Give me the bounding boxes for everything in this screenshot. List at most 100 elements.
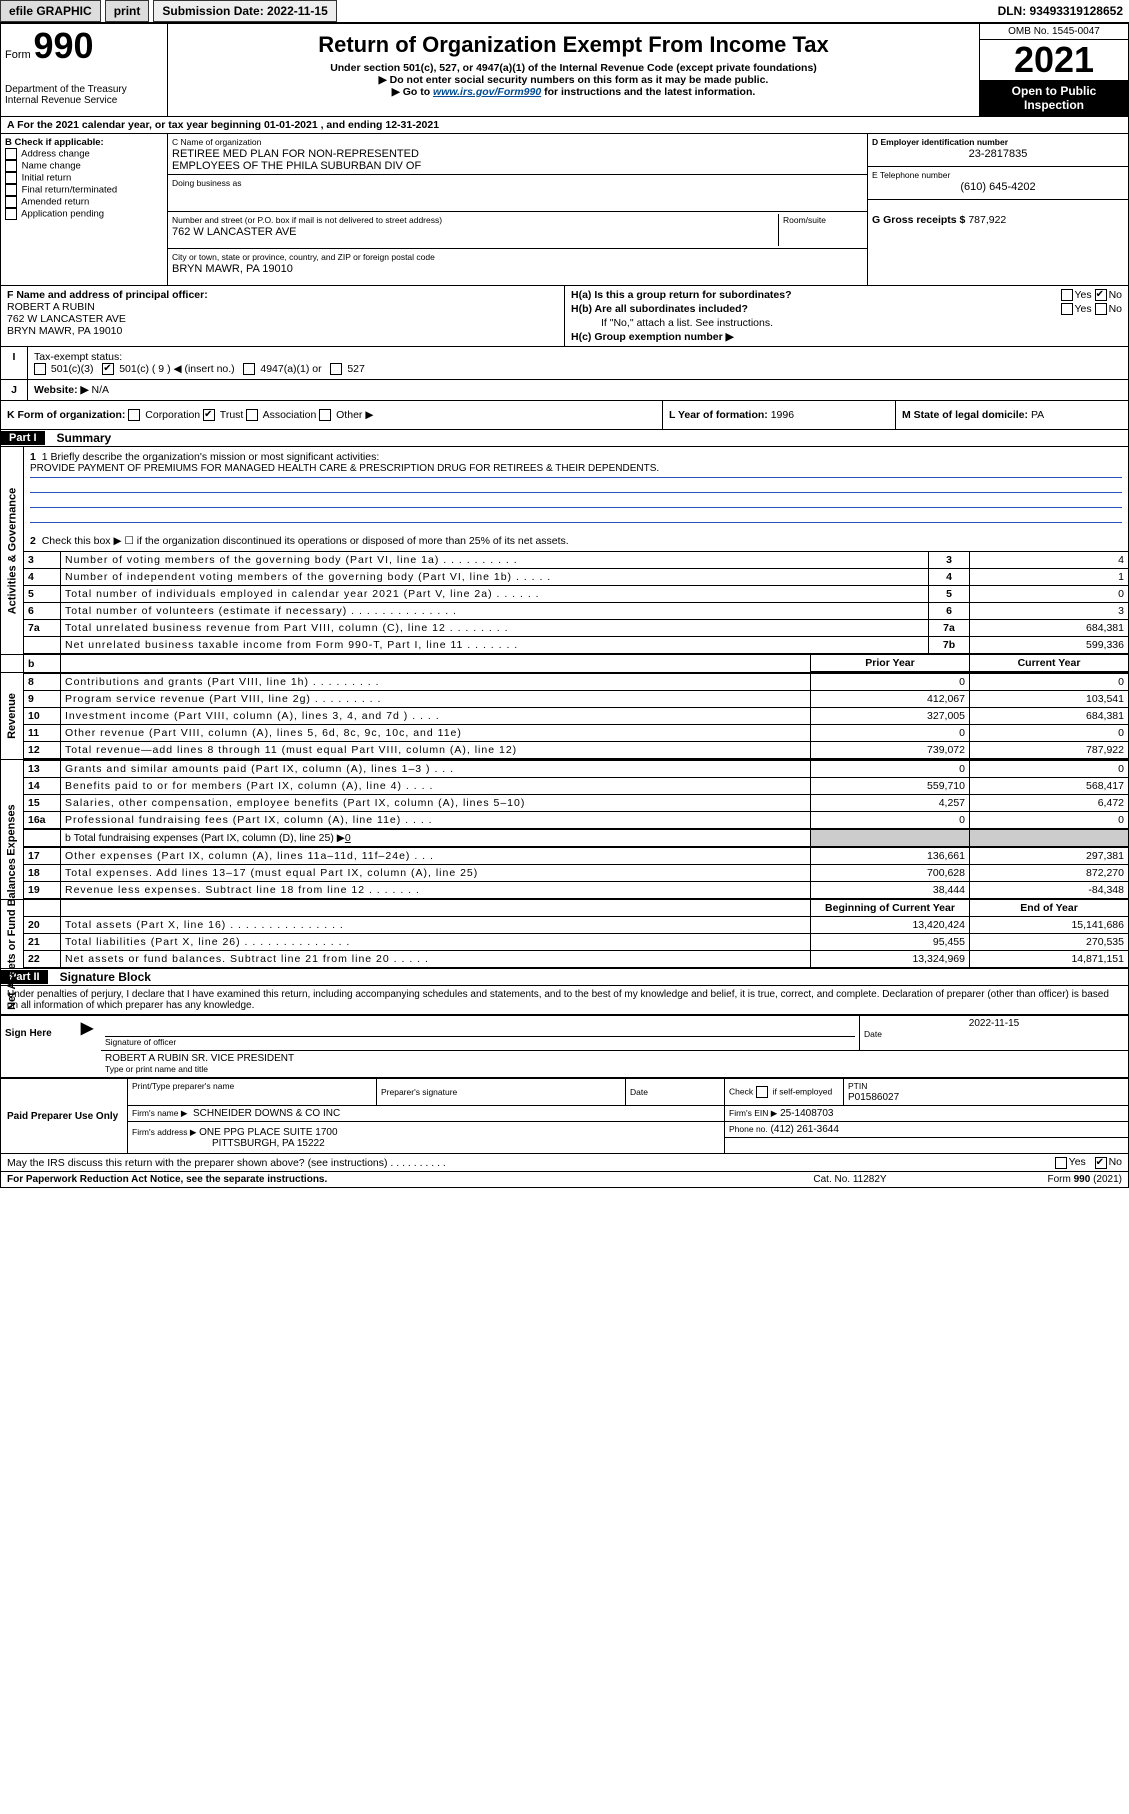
ha-yes[interactable]	[1061, 289, 1073, 301]
exp-table-2: 17Other expenses (Part IX, column (A), l…	[24, 847, 1128, 899]
form-subtitle-3: ▶ Go to www.irs.gov/Form990 for instruct…	[174, 86, 973, 98]
city-state-zip: BRYN MAWR, PA 19010	[172, 263, 293, 275]
end-year-hdr: End of Year	[970, 900, 1129, 917]
may-discuss-text: May the IRS discuss this return with the…	[7, 1157, 446, 1169]
table-row: 17Other expenses (Part IX, column (A), l…	[24, 848, 1128, 865]
city-label: City or town, state or province, country…	[172, 252, 435, 262]
submission-date-badge: Submission Date: 2022-11-15	[153, 0, 336, 22]
may-yes[interactable]	[1055, 1157, 1067, 1169]
box-g-label: G Gross receipts $	[872, 214, 965, 226]
print-button[interactable]: print	[105, 0, 150, 22]
sig-declaration: Under penalties of perjury, I declare th…	[0, 986, 1129, 1015]
ha-no[interactable]	[1095, 289, 1107, 301]
gray-cell-1	[811, 830, 970, 847]
row-i-label: I	[1, 347, 28, 379]
header-right: OMB No. 1545-0047 2021 Open to Public In…	[979, 24, 1128, 116]
firm-addr2: PITTSBURGH, PA 15222	[212, 1138, 325, 1149]
table-row: 13Grants and similar amounts paid (Part …	[24, 761, 1128, 778]
box-deg: D Employer identification number 23-2817…	[867, 134, 1128, 285]
chk-501c[interactable]	[102, 363, 114, 375]
may-discuss-row: May the IRS discuss this return with the…	[0, 1154, 1129, 1171]
table-row: 19Revenue less expenses. Subtract line 1…	[24, 882, 1128, 899]
chk-assoc[interactable]	[246, 409, 258, 421]
box-l: L Year of formation: 1996	[662, 401, 895, 429]
website-label: Website: ▶	[34, 384, 89, 396]
ein-value: 23-2817835	[872, 148, 1124, 160]
prep-sig-hdr: Preparer's signature	[381, 1087, 457, 1097]
irs-label: Internal Revenue Service	[5, 95, 163, 106]
hb-yes[interactable]	[1061, 303, 1073, 315]
box-d-label: D Employer identification number	[872, 137, 1008, 147]
hc-label: H(c) Group exemption number ▶	[571, 331, 734, 343]
paid-preparer-label: Paid Preparer Use Only	[1, 1079, 128, 1154]
top-toolbar: efile GRAPHIC print Submission Date: 202…	[0, 0, 1129, 23]
na-table: Beginning of Current Year End of Year 20…	[24, 900, 1128, 968]
chk-527[interactable]	[330, 363, 342, 375]
may-no[interactable]	[1095, 1157, 1107, 1169]
mission-line-3	[30, 493, 1122, 508]
chk-501c3[interactable]	[34, 363, 46, 375]
website-value: N/A	[91, 384, 109, 396]
line-16b-val: 0	[345, 832, 351, 844]
chk-initial-return[interactable]	[5, 172, 17, 184]
sign-here-table: Sign Here ▶ Signature of officer 2022-11…	[0, 1015, 1129, 1078]
open-public-badge: Open to Public Inspection	[980, 80, 1128, 116]
activities-governance-section: Activities & Governance 1 1 Briefly desc…	[0, 447, 1129, 655]
form-title: Return of Organization Exempt From Incom…	[174, 32, 973, 58]
mission-block: 1 1 Briefly describe the organization's …	[24, 447, 1128, 551]
officer-addr1: 762 W LANCASTER AVE	[7, 313, 126, 325]
ha-label: H(a) Is this a group return for subordin…	[571, 289, 792, 301]
cat-no: Cat. No. 11282Y	[744, 1172, 956, 1187]
form-number: 990	[33, 25, 93, 66]
chk-address-change[interactable]	[5, 148, 17, 160]
part-2-bar: Part II Signature Block	[0, 969, 1129, 986]
chk-other[interactable]	[319, 409, 331, 421]
chk-name-change[interactable]	[5, 160, 17, 172]
gross-receipts: 787,922	[968, 214, 1006, 226]
table-row: 8Contributions and grants (Part VIII, li…	[24, 674, 1128, 691]
form-header: Form 990 Department of the Treasury Inte…	[0, 23, 1129, 117]
header-left: Form 990 Department of the Treasury Inte…	[1, 24, 168, 116]
sig-line-1	[105, 1018, 855, 1037]
chk-corp[interactable]	[128, 409, 140, 421]
table-row: 15Salaries, other compensation, employee…	[24, 795, 1128, 812]
rev-header-row: b Prior Year Current Year	[0, 655, 1129, 673]
table-row: 11Other revenue (Part VIII, column (A), …	[24, 725, 1128, 742]
irs-link[interactable]: www.irs.gov/Form990	[433, 86, 541, 98]
hb-no[interactable]	[1095, 303, 1107, 315]
efile-graphic-button[interactable]: efile GRAPHIC	[0, 0, 101, 22]
ag-vlabel: Activities & Governance	[1, 447, 24, 654]
org-name-1: RETIREE MED PLAN FOR NON-REPRESENTED	[172, 148, 419, 160]
box-e-label: E Telephone number	[872, 170, 950, 180]
line-1-prompt: 1 1 Briefly describe the organization's …	[30, 451, 1122, 463]
ag-table: 3Number of voting members of the governi…	[24, 551, 1128, 654]
prep-date-hdr: Date	[630, 1087, 648, 1097]
rev-table: 8Contributions and grants (Part VIII, li…	[24, 673, 1128, 759]
form-prefix: Form	[5, 49, 31, 61]
b-vlabel-blank	[1, 655, 24, 672]
chk-amended[interactable]	[5, 196, 17, 208]
box-h: H(a) Is this a group return for subordin…	[565, 286, 1128, 346]
entity-info-row: B Check if applicable: Address change Na…	[0, 134, 1129, 286]
chk-4947[interactable]	[243, 363, 255, 375]
sig-date-value: 2022-11-15	[864, 1018, 1124, 1029]
table-row: 9Program service revenue (Part VIII, lin…	[24, 691, 1128, 708]
table-row: 6Total number of volunteers (estimate if…	[24, 603, 1128, 620]
chk-trust[interactable]	[203, 409, 215, 421]
expenses-section: Expenses 13Grants and similar amounts pa…	[0, 760, 1129, 900]
chk-self-employed[interactable]	[756, 1086, 768, 1098]
header-center: Return of Organization Exempt From Incom…	[168, 24, 979, 116]
chk-final-return[interactable]	[5, 184, 17, 196]
box-c: C Name of organization RETIREE MED PLAN …	[168, 134, 867, 285]
tax-exempt-status: Tax-exempt status: 501(c)(3) 501(c) ( 9 …	[28, 347, 1128, 379]
firm-name: SCHNEIDER DOWNS & CO INC	[193, 1108, 340, 1119]
mission-text: PROVIDE PAYMENT OF PREMIUMS FOR MANAGED …	[30, 463, 1122, 478]
form-subtitle-1: Under section 501(c), 527, or 4947(a)(1)…	[174, 62, 973, 74]
beg-year-hdr: Beginning of Current Year	[811, 900, 970, 917]
current-year-hdr: Current Year	[970, 655, 1129, 672]
table-row: 22Net assets or fund balances. Subtract …	[24, 951, 1128, 968]
chk-app-pending[interactable]	[5, 208, 17, 220]
form-990-page: { "topbar": { "efile": "efile GRAPHIC", …	[0, 0, 1129, 1188]
firm-addr1: ONE PPG PLACE SUITE 1700	[199, 1127, 337, 1138]
state-domicile: PA	[1031, 409, 1044, 421]
